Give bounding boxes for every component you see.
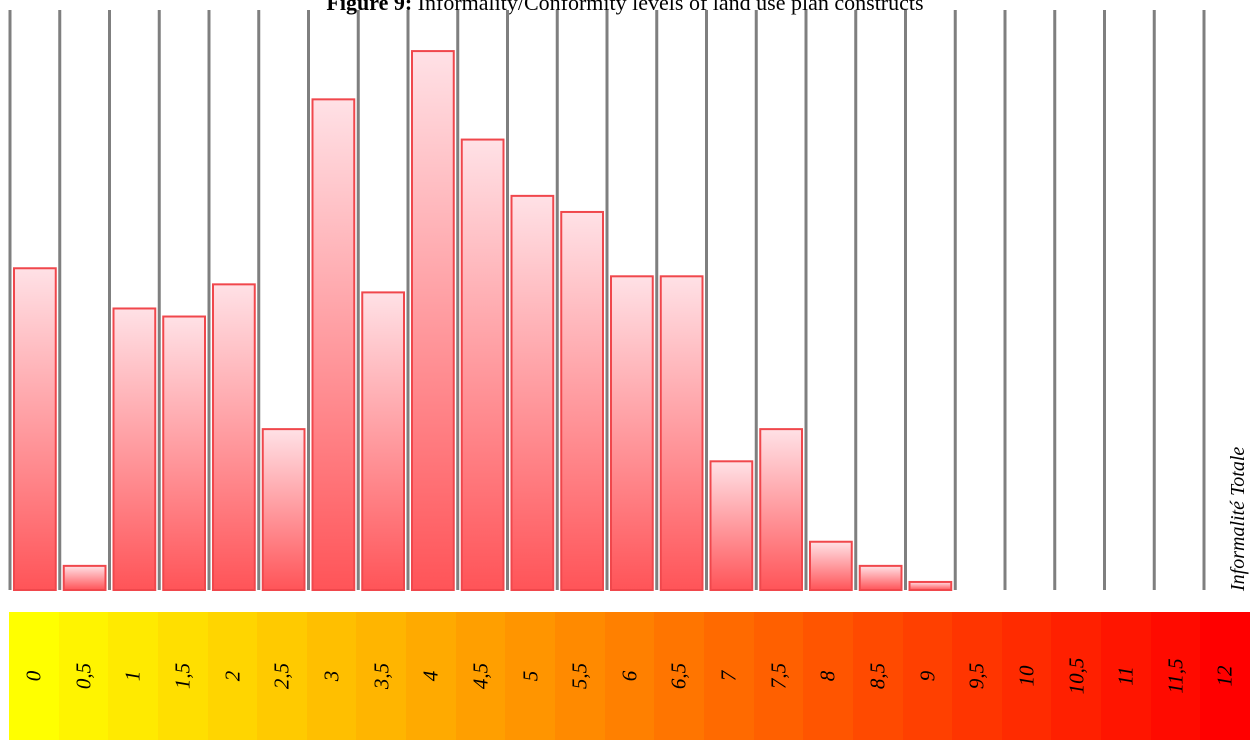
bar-4 [411, 50, 455, 591]
chart-title-lead: Figure 9: [326, 0, 413, 15]
scale-cell: 8,5 [852, 612, 904, 740]
bar-5-5 [560, 210, 604, 592]
scale-label: 10,5 [1064, 657, 1089, 695]
scale-cell: 6,5 [654, 612, 705, 740]
bar-6 [610, 275, 654, 591]
scale-label: 0 [21, 670, 46, 682]
bar-2 [212, 283, 256, 591]
gridlines [8, 10, 1206, 590]
scale-cell: 10,5 [1051, 612, 1102, 740]
scale-cell: 1,5 [157, 612, 209, 740]
scale-cell: 8 [803, 612, 854, 740]
scale-cell: 0,5 [58, 612, 109, 740]
scale-cell: 2,5 [257, 612, 308, 740]
bar-0 [13, 267, 57, 591]
scale-label: 5,5 [567, 662, 592, 690]
scale-strip: 0 0,5 1 1,5 2 2,5 3 3,5 4 4,5 5 5,5 6 6,5 7 7,5 8 8,5 9 9,5… [9, 612, 1250, 740]
scale-label: 6,5 [666, 662, 691, 690]
scale-label: 2 [220, 670, 245, 682]
scale-label: 9,5 [964, 662, 989, 690]
scale-label: 4 [418, 670, 443, 682]
scale-label: 6 [617, 670, 642, 682]
scale-cell: 7,5 [753, 612, 804, 740]
scale-cell: 1 [108, 612, 159, 740]
bar-8 [809, 540, 853, 592]
scale-cell: 2 [207, 612, 258, 740]
bar-7-5 [759, 428, 803, 591]
bar-6-5 [659, 275, 704, 591]
bar-3 [311, 98, 356, 591]
chart-title: Figure 9: Informality/Conformity levels … [0, 0, 1250, 15]
bar-3-5 [361, 291, 405, 591]
scale-label: 4,5 [468, 662, 493, 690]
bar-1 [112, 307, 157, 591]
scale-label: 9 [915, 670, 940, 682]
scale-cell: 0 [9, 612, 60, 740]
bar-9 [908, 580, 953, 592]
scale-cell: 4 [406, 612, 457, 740]
bars [13, 50, 953, 592]
bar-2-5 [261, 428, 306, 591]
scale-label: 8,5 [865, 662, 890, 690]
scale-cell: 9 [902, 612, 953, 740]
scale-label: 1,5 [170, 662, 195, 690]
scale-cell: 12 [1200, 612, 1250, 740]
scale-label: 3,5 [369, 662, 394, 690]
bar-4-5 [460, 138, 505, 591]
scale-cell: 10 [1001, 612, 1053, 740]
scale-label: 11 [1113, 666, 1138, 686]
scale-cell: 11,5 [1150, 612, 1201, 740]
bar-8-5 [858, 564, 903, 592]
scale-label: 2,5 [269, 662, 294, 690]
bar-7 [709, 460, 754, 591]
scale-label: 5 [518, 670, 542, 682]
scale-label: 7,5 [766, 662, 791, 690]
informalite-totale-label: Informalité Totale [1227, 447, 1249, 592]
scale-label: 8 [815, 670, 840, 682]
scale-cell: 9,5 [952, 612, 1003, 740]
scale-cell: 3 [306, 612, 358, 740]
bar-1-5 [162, 315, 206, 591]
scale-cell: 11 [1101, 612, 1152, 740]
scale-cell: 5 [505, 612, 556, 740]
scale-label: 0,5 [71, 662, 96, 690]
scale-cell: 4,5 [455, 612, 506, 740]
scale-label: 3 [319, 670, 344, 682]
scale-label: 11,5 [1163, 658, 1188, 694]
scale-cell: 6 [604, 612, 655, 740]
scale-label: 10 [1014, 665, 1039, 687]
bar-0-5 [62, 564, 107, 592]
chart-title-text: Informality/Conformity levels of land us… [417, 0, 924, 15]
scale-label: 1 [120, 670, 145, 682]
scale-cell: 7 [703, 612, 755, 740]
scale-cell: 5,5 [555, 612, 606, 740]
scale-label: 7 [716, 670, 741, 682]
bar-5 [510, 194, 555, 591]
scale-label: 12 [1212, 665, 1237, 687]
scale-cell: 3,5 [356, 612, 407, 740]
chart-plot: Informalité Totale [8, 10, 1249, 592]
